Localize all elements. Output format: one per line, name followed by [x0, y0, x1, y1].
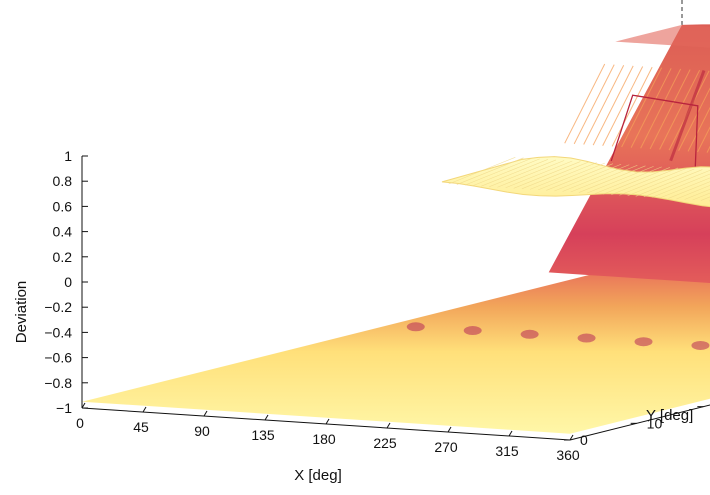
- x-tick: [203, 410, 208, 417]
- y-tick-label: 10: [647, 415, 663, 431]
- surface-band-mesh: [619, 168, 687, 196]
- surface-band-mesh: [464, 158, 532, 186]
- z-tick-label: 0.4: [53, 224, 73, 240]
- surface-band-mesh: [448, 157, 516, 185]
- surface-streak: [602, 66, 644, 146]
- surface-band-mesh: [513, 161, 581, 189]
- surface-band-mesh: [489, 159, 557, 187]
- z-tick-label: −0.4: [44, 324, 72, 340]
- axes-layer: [81, 0, 710, 441]
- surface-streak: [640, 68, 682, 149]
- surface-streak: [564, 63, 606, 144]
- z-tick-label: −0.2: [44, 299, 72, 315]
- z-tick-label: 0.6: [53, 198, 73, 214]
- z-axis-title: Deviation: [13, 281, 30, 344]
- surface-dimple: [463, 326, 482, 336]
- x-tick: [386, 422, 391, 429]
- z-tick-label: 0: [64, 274, 72, 290]
- z-tick-label: −0.8: [44, 375, 72, 391]
- surface-band-mesh: [684, 188, 710, 200]
- x-tick-label: 180: [312, 431, 336, 447]
- surface-streak: [592, 65, 634, 146]
- surface-band-mesh: [651, 173, 710, 198]
- surface-band-mesh: [562, 164, 630, 192]
- surface-band: [441, 156, 710, 208]
- z-tick-label: 0.8: [53, 173, 73, 189]
- surface-band-mesh: [578, 165, 646, 193]
- surface-band-mesh: [635, 169, 703, 197]
- x-axis-title: X [deg]: [294, 467, 342, 484]
- surface-dimple: [577, 333, 596, 343]
- surface-band-mesh: [546, 163, 614, 191]
- z-tick-label: −1: [56, 400, 72, 416]
- surface-wall: [548, 24, 710, 284]
- surface-band-mesh: [529, 162, 597, 190]
- y-axis-line: [569, 404, 710, 441]
- surface-dimple: [691, 340, 710, 350]
- surface-streak: [697, 126, 710, 153]
- surface-band-mesh: [481, 159, 548, 187]
- surface-streak: [649, 69, 691, 150]
- z-tick-label: 0.2: [53, 249, 73, 265]
- x-tick: [569, 434, 574, 441]
- y-axis-title: Y [deg]: [646, 407, 693, 424]
- surface-floor: [82, 251, 710, 434]
- surface-band-mesh: [586, 166, 654, 194]
- x-tick-label: 360: [556, 447, 580, 463]
- surface-band-mesh: [643, 169, 710, 198]
- x-tick: [447, 426, 452, 433]
- x-tick-label: 315: [495, 443, 519, 459]
- y-tick-label: 0: [580, 432, 588, 448]
- x-tick: [508, 430, 513, 437]
- surface-spike: [610, 94, 699, 167]
- x-tick-label: 225: [373, 435, 397, 451]
- x-tick-label: 0: [76, 415, 84, 431]
- surface-band-mesh: [603, 167, 670, 195]
- surface-band-mesh: [554, 163, 622, 192]
- surface-streak: [678, 87, 710, 151]
- x-tick-label: 90: [194, 423, 210, 439]
- z-tick-label: 1: [64, 148, 72, 164]
- surface-streak: [583, 64, 625, 145]
- surface-streak: [630, 68, 672, 148]
- surface-band-mesh: [692, 192, 710, 201]
- surface-band-mesh: [668, 181, 710, 199]
- surface-streak: [659, 69, 701, 150]
- surface-band-mesh: [594, 166, 662, 194]
- surface-ridge: [669, 69, 706, 162]
- surface-wall-top: [615, 24, 710, 48]
- x-tick-label: 270: [434, 439, 458, 455]
- surface-dimple: [520, 329, 539, 339]
- surface-band-mesh: [456, 157, 524, 185]
- surface-band-mesh: [521, 161, 589, 190]
- x-tick: [142, 406, 147, 413]
- surface-streak: [611, 66, 653, 147]
- x-tick: [264, 414, 269, 421]
- surface-dimple: [406, 322, 425, 332]
- surface-streak: [573, 64, 615, 145]
- z-tick-label: −0.6: [44, 350, 72, 366]
- surface-band-mesh: [472, 158, 540, 186]
- surface-streak: [621, 67, 663, 148]
- surface-band-mesh: [538, 162, 605, 191]
- x-tick: [325, 418, 330, 425]
- surface-band-mesh: [505, 160, 573, 189]
- surface-band-mesh: [570, 165, 638, 193]
- surface-band-mesh: [497, 160, 565, 188]
- surface-band-mesh: [627, 168, 695, 197]
- surface-streak: [687, 106, 710, 152]
- surface-band-mesh: [660, 177, 710, 199]
- surface-layer: [82, 24, 710, 434]
- x-tick-label: 135: [251, 427, 275, 443]
- labels-layer: −1−0.8−0.6−0.4−0.200.20.40.60.810 45 90 135…: [13, 148, 693, 484]
- x-tick-label: 45: [133, 419, 149, 435]
- surface-band-mesh: [611, 167, 679, 195]
- x-tick: [81, 402, 86, 409]
- surface-dimple: [634, 337, 653, 347]
